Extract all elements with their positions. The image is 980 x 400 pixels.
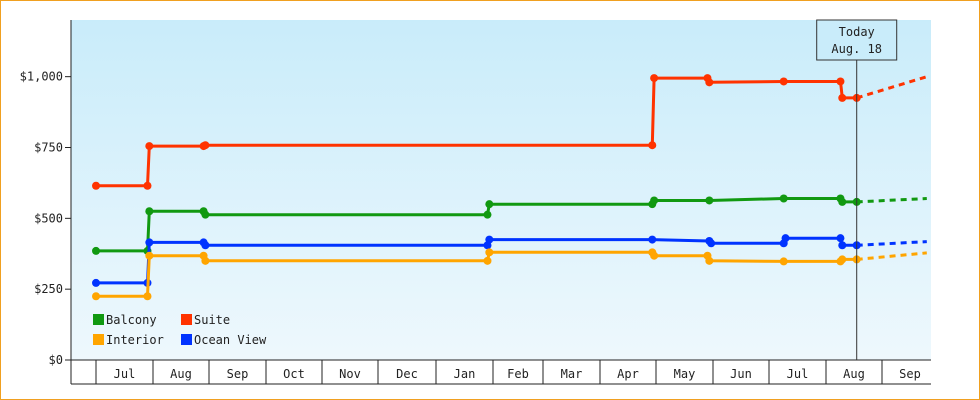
x-tick-label: Jan [454,367,476,381]
data-point [648,235,657,244]
data-point [145,207,154,216]
data-point [145,238,154,247]
data-point [143,292,152,301]
x-tick-label: Jul [114,367,136,381]
data-point [201,210,210,219]
y-tick-label: $0 [49,353,63,367]
data-point [707,239,716,248]
legend-label: Suite [194,313,230,327]
data-point [92,292,100,301]
data-point [483,210,492,219]
data-point [650,251,659,260]
data-point [705,256,714,265]
series-line-balcony [96,197,857,253]
x-tick-label: Oct [283,367,305,381]
x-tick-label: Sep [899,367,921,381]
forecast-line-balcony [856,197,927,204]
x-tick-label: Nov [339,367,361,381]
y-tick-label: $1,000 [20,70,63,84]
x-tick-label: Apr [617,367,639,381]
data-point [145,142,154,151]
legend-label: Ocean View [194,333,267,347]
today-date: Aug. 18 [831,42,882,56]
data-point [485,200,494,209]
legend-swatch [181,314,192,325]
forecast-line-interior [856,251,927,261]
x-tick-label: Aug [843,367,865,381]
data-point [705,78,714,87]
y-tick-label: $250 [34,282,63,296]
x-tick-label: Dec [396,367,418,381]
data-point [648,141,657,150]
data-point [838,255,847,264]
data-point [705,196,714,205]
y-tick-label: $500 [34,211,63,225]
data-point [201,241,210,250]
data-point [650,74,659,83]
data-point [779,257,788,266]
y-tick-label: $750 [34,141,63,155]
data-point [779,77,788,86]
data-point [838,241,847,250]
today-label: Today [839,25,875,39]
data-point [838,197,847,206]
x-tick-label: Aug [170,367,192,381]
data-point [92,181,100,190]
data-point [650,196,659,205]
legend-swatch [181,334,192,345]
data-point [485,235,494,244]
x-tick-label: Jul [787,367,809,381]
plot-background [71,20,931,360]
x-tick-label: May [674,367,696,381]
data-point [779,194,788,203]
x-tick-label: Sep [227,367,249,381]
x-tick-label: Jun [730,367,752,381]
legend-swatch [93,334,104,345]
data-point [201,256,210,265]
data-point [92,246,100,255]
data-point [483,256,492,265]
data-point [836,77,845,86]
forecast-line-suite [856,75,928,100]
legend-label: Interior [106,333,164,347]
data-point [838,93,847,102]
forecast-line-ocean-view [856,240,927,247]
data-point [781,234,790,243]
data-point [201,141,210,150]
legend-label: Balcony [106,313,157,327]
data-point [92,278,100,287]
data-point [836,234,845,243]
x-tick-label: Mar [561,367,583,381]
today-box [816,19,898,61]
data-point [145,251,154,260]
x-tick-label: Feb [507,367,529,381]
legend-swatch [93,314,104,325]
data-point [143,181,152,190]
data-point [485,248,494,257]
